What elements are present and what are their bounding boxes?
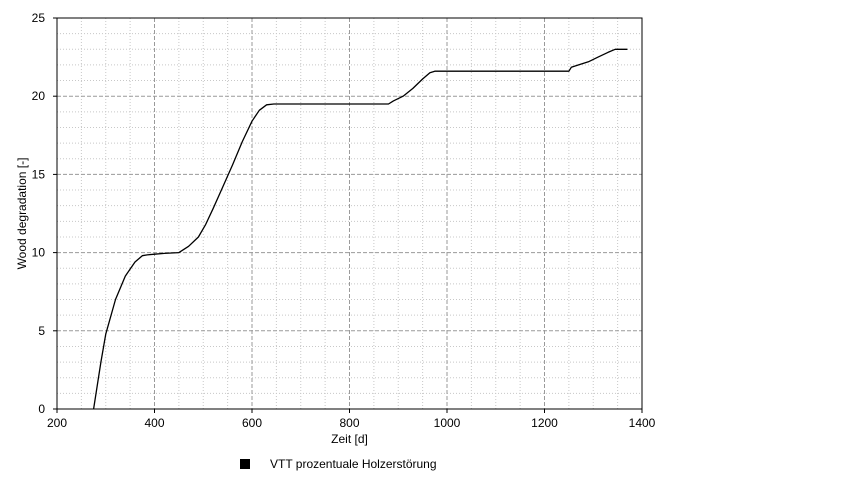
legend-swatch bbox=[240, 459, 250, 469]
x-tick-label: 400 bbox=[144, 416, 164, 430]
x-tick-label: 1000 bbox=[434, 416, 461, 430]
y-axis-label: Wood degradation [-] bbox=[15, 158, 29, 270]
y-tick-label: 0 bbox=[38, 402, 45, 416]
x-tick-label: 200 bbox=[47, 416, 67, 430]
legend-label: VTT prozentuale Holzerstörung bbox=[270, 457, 437, 471]
y-tick-label: 20 bbox=[32, 89, 46, 103]
x-tick-label: 1200 bbox=[531, 416, 558, 430]
x-tick-label: 600 bbox=[242, 416, 262, 430]
y-tick-label: 15 bbox=[32, 167, 46, 181]
y-tick-label: 10 bbox=[32, 246, 46, 260]
series-layer bbox=[92, 48, 628, 410]
y-tick-label: 25 bbox=[32, 11, 46, 25]
x-axis-label: Zeit [d] bbox=[331, 432, 368, 446]
y-tick-label: 5 bbox=[38, 324, 45, 338]
chart-grid bbox=[57, 18, 642, 409]
series-line bbox=[92, 48, 628, 410]
axis-ticks: 200 400 600 800 1000 1200 1400 0 5 10 15 20 25 bbox=[32, 11, 656, 430]
legend: VTT prozentuale Holzerstörung bbox=[240, 457, 437, 471]
x-tick-label: 1400 bbox=[629, 416, 656, 430]
x-tick-label: 800 bbox=[339, 416, 359, 430]
